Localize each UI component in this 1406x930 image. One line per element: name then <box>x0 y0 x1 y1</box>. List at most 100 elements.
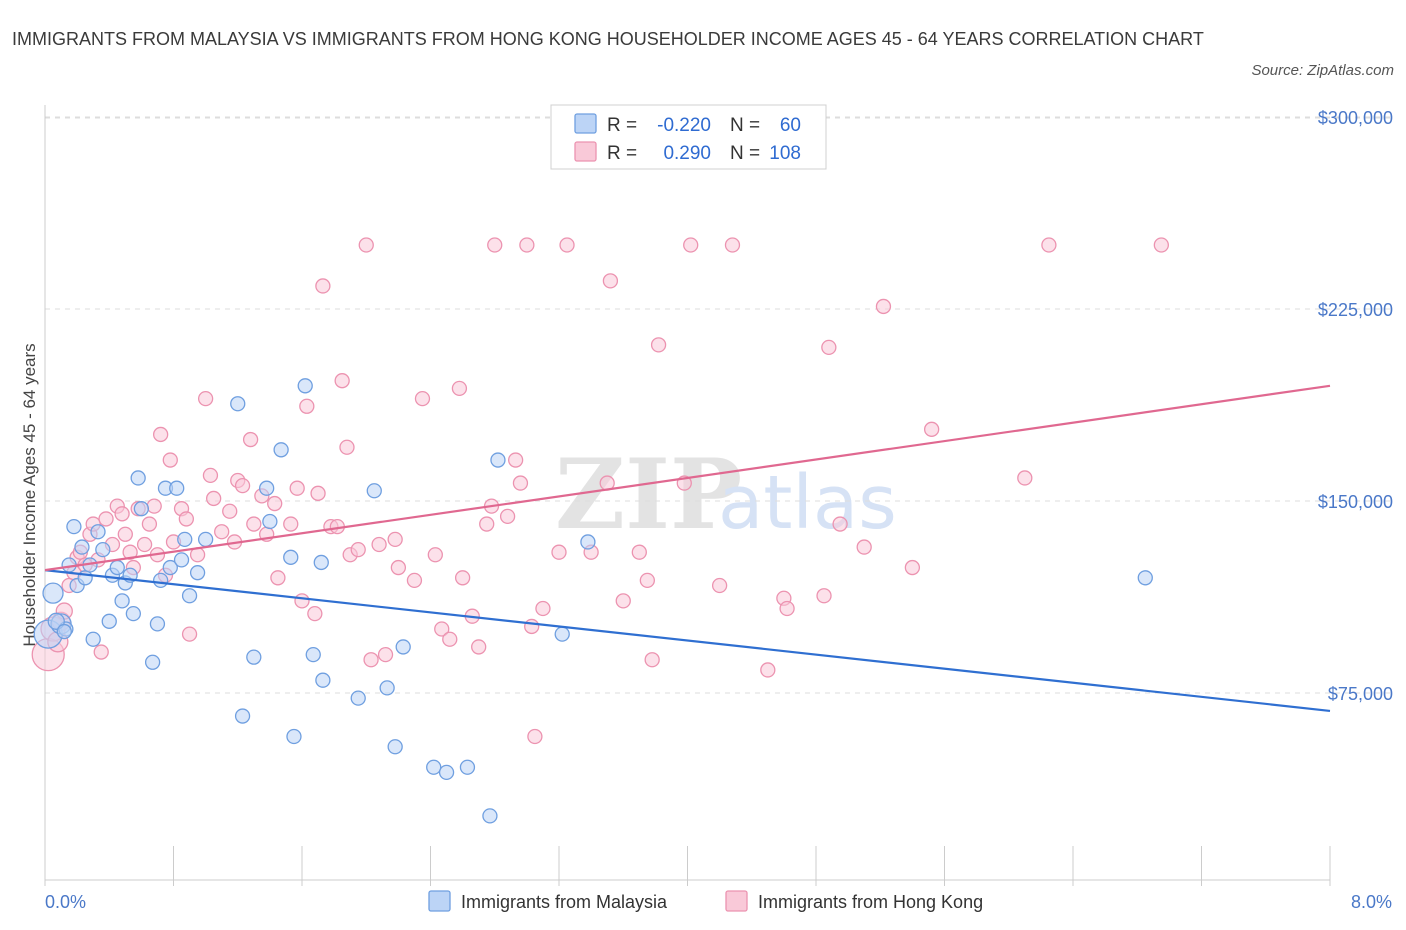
legend-swatch-hongkong <box>574 141 597 162</box>
hongkong-point-51 <box>299 398 315 414</box>
malaysia-point-55 <box>580 534 596 550</box>
hongkong-point-54 <box>315 278 331 294</box>
malaysia-point-14 <box>109 559 125 576</box>
malaysia-point-38 <box>283 549 299 565</box>
malaysia-point-21 <box>144 654 161 670</box>
malaysia-point-20 <box>133 501 150 517</box>
malaysia-point-1 <box>42 582 64 604</box>
hongkong-point-81 <box>512 475 529 491</box>
chart-title: IMMIGRANTS FROM MALAYSIA VS IMMIGRANTS F… <box>12 29 1204 49</box>
axes <box>44 105 1331 886</box>
hongkong-point-90 <box>602 273 619 289</box>
malaysia-point-9 <box>85 631 101 647</box>
malaysia-point-11 <box>95 541 111 558</box>
series-legend: Immigrants from Malaysia Immigrants from… <box>428 890 983 912</box>
hongkong-point-79 <box>499 508 516 525</box>
hongkong-point-31 <box>178 511 195 527</box>
hongkong-point-49 <box>289 480 305 496</box>
hongkong-point-48 <box>283 516 299 532</box>
hongkong-point-95 <box>650 337 667 353</box>
legend-n-value-malaysia: 60 <box>780 115 801 136</box>
malaysia-point-42 <box>313 554 329 571</box>
y-tick-label-0: $75,000 <box>1328 684 1393 704</box>
hongkong-point-109 <box>924 421 940 437</box>
malaysia-point-25 <box>162 559 178 576</box>
legend-n-value-hongkong: 108 <box>769 143 801 164</box>
hongkong-point-14 <box>98 511 114 527</box>
watermark: ZIP atlas <box>555 438 897 551</box>
malaysia-point-50 <box>438 764 455 781</box>
hongkong-point-67 <box>406 572 423 589</box>
hongkong-point-69 <box>427 547 443 563</box>
malaysia-point-15 <box>114 593 130 609</box>
hongkong-point-41 <box>234 477 251 494</box>
malaysia-point-56 <box>1137 570 1153 586</box>
hongkong-point-100 <box>760 662 776 678</box>
hongkong-point-24 <box>146 498 162 514</box>
hongkong-trend-line <box>44 384 1331 572</box>
malaysia-point-10 <box>90 524 106 540</box>
hongkong-point-78 <box>487 237 503 253</box>
malaysia-point-39 <box>286 728 302 745</box>
hongkong-point-23 <box>141 516 158 532</box>
hongkong-point-84 <box>527 728 543 745</box>
hongkong-point-37 <box>214 524 230 540</box>
malaysia-point-53 <box>490 452 506 468</box>
hongkong-point-13 <box>93 644 109 660</box>
bottom-legend-label-malaysia: Immigrants from Malaysia <box>461 892 668 912</box>
hongkong-point-104 <box>821 339 837 356</box>
x-tick-labels: 0.0% 8.0% <box>45 892 1392 912</box>
malaysia-point-30 <box>189 565 206 581</box>
trend-lines <box>44 384 1331 713</box>
malaysia-point-26 <box>169 480 185 496</box>
hongkong-point-35 <box>202 467 219 484</box>
watermark-zip: ZIP <box>555 438 742 551</box>
hongkong-point-72 <box>451 380 468 397</box>
hongkong-point-32 <box>181 626 198 642</box>
watermark-atlas: atlas <box>718 460 897 546</box>
x-tick-label-0: 0.0% <box>45 892 86 912</box>
malaysia-point-19 <box>130 470 146 486</box>
malaysia-point-58 <box>56 623 72 640</box>
hongkong-point-47 <box>270 570 286 586</box>
hongkong-point-64 <box>377 646 394 663</box>
hongkong-point-62 <box>363 652 379 668</box>
hongkong-point-60 <box>350 541 366 558</box>
hongkong-point-22 <box>136 536 153 553</box>
malaysia-point-40 <box>297 378 313 394</box>
hongkong-point-94 <box>644 652 660 668</box>
hongkong-point-65 <box>387 531 403 548</box>
hongkong-point-18 <box>117 526 133 542</box>
hongkong-point-73 <box>454 570 471 586</box>
malaysia-point-35 <box>259 480 275 496</box>
malaysia-point-36 <box>262 513 278 530</box>
hongkong-point-92 <box>631 544 647 560</box>
hongkong-point-58 <box>339 439 355 455</box>
bottom-legend-label-hongkong: Immigrants from Hong Kong <box>758 892 983 912</box>
hongkong-point-86 <box>551 544 567 560</box>
hongkong-point-36 <box>206 490 222 507</box>
hongkong-point-75 <box>471 639 487 655</box>
hongkong-point-102 <box>779 600 795 617</box>
chart-source: Source: ZipAtlas.com <box>1251 62 1394 79</box>
malaysia-point-22 <box>149 616 166 632</box>
bottom-legend-swatch-hongkong <box>725 890 748 912</box>
hongkong-point-82 <box>519 237 535 253</box>
malaysia-point-31 <box>197 531 214 548</box>
hongkong-point-91 <box>615 593 631 609</box>
legend-r-value-hongkong: 0.290 <box>663 143 711 164</box>
hongkong-point-105 <box>832 516 848 532</box>
hongkong-point-26 <box>152 426 169 443</box>
hongkong-point-46 <box>267 495 283 512</box>
legend-r-value-malaysia: -0.220 <box>657 115 711 136</box>
malaysia-point-44 <box>350 690 366 706</box>
malaysia-point-48 <box>395 639 411 655</box>
hongkong-point-52 <box>307 605 323 622</box>
y-axis-label: Householder Income Ages 45 - 64 years <box>20 343 39 646</box>
hongkong-point-70 <box>434 621 450 637</box>
hongkong-point-93 <box>639 572 655 589</box>
hongkong-point-34 <box>197 390 214 407</box>
hongkong-point-53 <box>310 485 326 501</box>
malaysia-point-46 <box>379 680 395 696</box>
hongkong-point-68 <box>414 390 431 407</box>
